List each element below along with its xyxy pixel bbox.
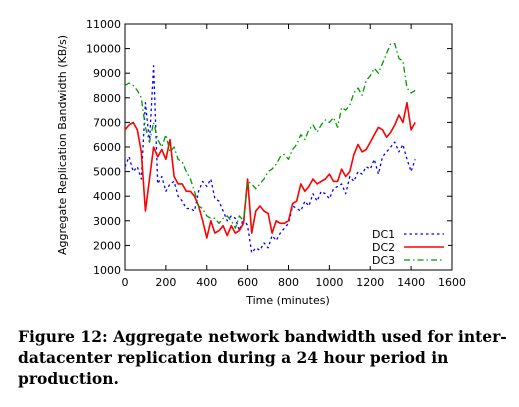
series-line-dc2: [124, 101, 416, 239]
legend-label-dc2: DC2: [372, 241, 395, 254]
x-tick-label: 400: [196, 276, 217, 289]
x-tick-label: 1600: [438, 276, 466, 289]
y-tick-label: 3000: [93, 215, 121, 228]
line-chart: 0 200 400 600 800 1000 1200 1400 1600 1000 2000 300…: [56, 18, 466, 307]
x-axis-label: Time (minutes): [245, 294, 330, 307]
x-tick-label: 0: [122, 276, 129, 289]
y-tick-label: 9000: [93, 67, 121, 80]
legend-label-dc1: DC1: [372, 228, 395, 241]
x-tick-label: 1000: [315, 276, 343, 289]
figure-caption: Figure 12: Aggregate network bandwidth u…: [18, 327, 507, 388]
x-tick-label: 1200: [356, 276, 384, 289]
y-tick-label: 7000: [93, 116, 121, 129]
legend-box: [369, 226, 448, 266]
x-tick-label: 600: [237, 276, 258, 289]
y-tick-label: 6000: [93, 141, 121, 154]
y-tick-label: 5000: [93, 166, 121, 179]
series-line-dc3: [124, 43, 416, 229]
y-tick-label: 4000: [93, 190, 121, 203]
legend-label-dc3: DC3: [372, 254, 395, 267]
x-tick-label: 800: [278, 276, 299, 289]
series-line-dc1: [124, 65, 416, 254]
x-tick-label: 200: [155, 276, 176, 289]
x-tick-label: 1400: [397, 276, 425, 289]
y-tick-label: 2000: [93, 239, 121, 252]
y-axis-label: Aggregate Replication Bandwidth (KB/s): [56, 35, 69, 255]
y-tick-label: 11000: [86, 18, 121, 31]
y-tick-label: 1000: [93, 264, 121, 277]
y-tick-label: 10000: [86, 43, 121, 56]
y-tick-label: 8000: [93, 92, 121, 105]
